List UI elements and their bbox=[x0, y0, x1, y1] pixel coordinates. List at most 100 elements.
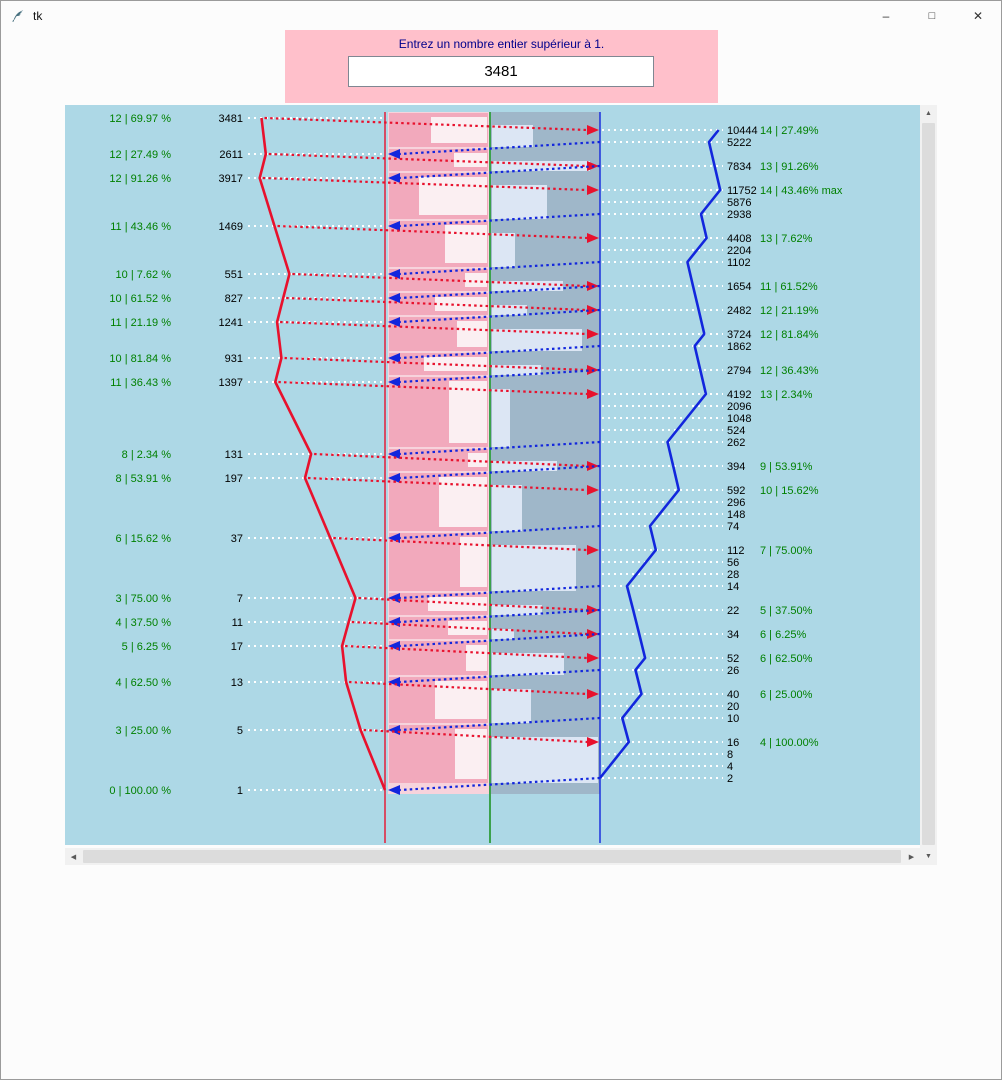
svg-text:22: 22 bbox=[727, 605, 739, 617]
scroll-right-icon: ▶ bbox=[908, 853, 915, 861]
svg-text:8: 8 bbox=[727, 749, 733, 761]
svg-text:4192: 4192 bbox=[727, 389, 751, 401]
svg-text:13 | 2.34%: 13 | 2.34% bbox=[760, 389, 813, 401]
titlebar: tk – □ ✕ bbox=[1, 1, 1001, 30]
number-entry[interactable] bbox=[348, 56, 654, 87]
svg-text:9 | 53.91%: 9 | 53.91% bbox=[760, 461, 813, 473]
maximize-icon: □ bbox=[928, 9, 936, 22]
window-title: tk bbox=[33, 8, 43, 23]
svg-text:6 | 62.50%: 6 | 62.50% bbox=[760, 653, 813, 665]
scroll-up-button[interactable]: ▲ bbox=[920, 105, 937, 122]
svg-text:6 | 25.00%: 6 | 25.00% bbox=[760, 689, 813, 701]
svg-text:4: 4 bbox=[727, 761, 733, 773]
svg-text:11 | 21.19 %: 11 | 21.19 % bbox=[110, 317, 171, 329]
svg-text:2204: 2204 bbox=[727, 245, 751, 257]
svg-text:6 | 15.62 %: 6 | 15.62 % bbox=[116, 533, 172, 545]
svg-text:262: 262 bbox=[727, 437, 745, 449]
svg-text:8 | 53.91 %: 8 | 53.91 % bbox=[116, 473, 172, 485]
svg-text:2482: 2482 bbox=[727, 305, 751, 317]
horizontal-scroll-thumb[interactable] bbox=[83, 850, 901, 863]
svg-text:0 | 100.00 %: 0 | 100.00 % bbox=[109, 785, 171, 797]
svg-text:1241: 1241 bbox=[219, 317, 243, 329]
svg-text:4 | 37.50 %: 4 | 37.50 % bbox=[116, 617, 172, 629]
svg-text:3 | 75.00 %: 3 | 75.00 % bbox=[116, 593, 172, 605]
svg-text:1862: 1862 bbox=[727, 341, 751, 353]
svg-text:112: 112 bbox=[727, 545, 745, 557]
svg-text:2611: 2611 bbox=[219, 149, 243, 161]
svg-text:10: 10 bbox=[727, 713, 739, 725]
svg-text:7834: 7834 bbox=[727, 161, 751, 173]
svg-text:12 | 27.49 %: 12 | 27.49 % bbox=[109, 149, 171, 161]
prompt-label: Entrez un nombre entier supérieur à 1. bbox=[398, 37, 605, 51]
svg-text:10 | 15.62%: 10 | 15.62% bbox=[760, 485, 819, 497]
svg-text:592: 592 bbox=[727, 485, 745, 497]
svg-text:13 | 7.62%: 13 | 7.62% bbox=[760, 233, 813, 245]
svg-text:524: 524 bbox=[727, 425, 745, 437]
maximize-button[interactable]: □ bbox=[909, 1, 955, 30]
vertical-scroll-thumb[interactable] bbox=[922, 123, 935, 845]
svg-text:4 | 62.50 %: 4 | 62.50 % bbox=[116, 677, 172, 689]
svg-text:931: 931 bbox=[225, 353, 243, 365]
svg-text:12 | 81.84%: 12 | 81.84% bbox=[760, 329, 819, 341]
svg-text:10 | 81.84 %: 10 | 81.84 % bbox=[109, 353, 171, 365]
svg-text:12 | 91.26 %: 12 | 91.26 % bbox=[109, 173, 171, 185]
svg-text:8 | 2.34 %: 8 | 2.34 % bbox=[122, 449, 172, 461]
svg-text:14: 14 bbox=[727, 581, 739, 593]
svg-text:52: 52 bbox=[727, 653, 739, 665]
svg-text:394: 394 bbox=[727, 461, 745, 473]
close-button[interactable]: ✕ bbox=[955, 1, 1001, 30]
svg-text:10 | 61.52 %: 10 | 61.52 % bbox=[109, 293, 171, 305]
svg-text:5876: 5876 bbox=[727, 197, 751, 209]
svg-text:10 | 7.62 %: 10 | 7.62 % bbox=[116, 269, 172, 281]
collatz-canvas[interactable]: 12 | 69.97 % 3481 10444 14 | 27.49% 5222 12 |… bbox=[65, 105, 920, 845]
svg-text:3481: 3481 bbox=[219, 113, 243, 125]
svg-text:10444: 10444 bbox=[727, 125, 758, 137]
svg-text:11 | 61.52%: 11 | 61.52% bbox=[760, 281, 818, 293]
svg-text:34: 34 bbox=[727, 629, 739, 641]
minimize-button[interactable]: – bbox=[863, 1, 909, 30]
scroll-left-button[interactable]: ◀ bbox=[65, 848, 82, 865]
vertical-scrollbar[interactable]: ▲ ▼ bbox=[920, 105, 937, 865]
svg-text:131: 131 bbox=[225, 449, 243, 461]
svg-text:74: 74 bbox=[727, 521, 739, 533]
svg-text:11 | 36.43 %: 11 | 36.43 % bbox=[110, 377, 171, 389]
svg-text:5222: 5222 bbox=[727, 137, 751, 149]
svg-text:6 | 6.25%: 6 | 6.25% bbox=[760, 629, 806, 641]
svg-text:1654: 1654 bbox=[727, 281, 751, 293]
svg-text:40: 40 bbox=[727, 689, 739, 701]
svg-text:1: 1 bbox=[237, 785, 243, 797]
svg-text:14 | 43.46% max: 14 | 43.46% max bbox=[760, 185, 843, 197]
svg-text:7: 7 bbox=[237, 593, 243, 605]
svg-text:4408: 4408 bbox=[727, 233, 751, 245]
scroll-up-icon: ▲ bbox=[925, 110, 932, 117]
scroll-down-button[interactable]: ▼ bbox=[920, 848, 937, 865]
scroll-left-icon: ◀ bbox=[70, 853, 77, 861]
horizontal-scrollbar[interactable]: ◀ ▶ bbox=[65, 848, 920, 865]
svg-text:148: 148 bbox=[727, 509, 745, 521]
svg-text:12 | 36.43%: 12 | 36.43% bbox=[760, 365, 819, 377]
svg-text:7 | 75.00%: 7 | 75.00% bbox=[760, 545, 813, 557]
transition-arrows bbox=[262, 116, 601, 795]
svg-text:37: 37 bbox=[231, 533, 243, 545]
svg-text:197: 197 bbox=[225, 473, 243, 485]
svg-text:13 | 91.26%: 13 | 91.26% bbox=[760, 161, 819, 173]
center-bands bbox=[388, 112, 600, 794]
svg-text:11 | 43.46 %: 11 | 43.46 % bbox=[110, 221, 171, 233]
svg-text:551: 551 bbox=[225, 269, 243, 281]
svg-text:11752: 11752 bbox=[727, 185, 757, 197]
svg-text:5 | 37.50%: 5 | 37.50% bbox=[760, 605, 813, 617]
svg-text:2938: 2938 bbox=[727, 209, 751, 221]
svg-text:4 | 100.00%: 4 | 100.00% bbox=[760, 737, 819, 749]
svg-text:1102: 1102 bbox=[727, 257, 751, 269]
svg-text:56: 56 bbox=[727, 557, 739, 569]
svg-text:2096: 2096 bbox=[727, 401, 751, 413]
svg-text:16: 16 bbox=[727, 737, 739, 749]
svg-text:1048: 1048 bbox=[727, 413, 751, 425]
close-icon: ✕ bbox=[972, 8, 984, 23]
svg-text:17: 17 bbox=[231, 641, 243, 653]
svg-text:12 | 69.97 %: 12 | 69.97 % bbox=[109, 113, 171, 125]
value-curves bbox=[258, 117, 722, 791]
scroll-right-button[interactable]: ▶ bbox=[903, 848, 920, 865]
